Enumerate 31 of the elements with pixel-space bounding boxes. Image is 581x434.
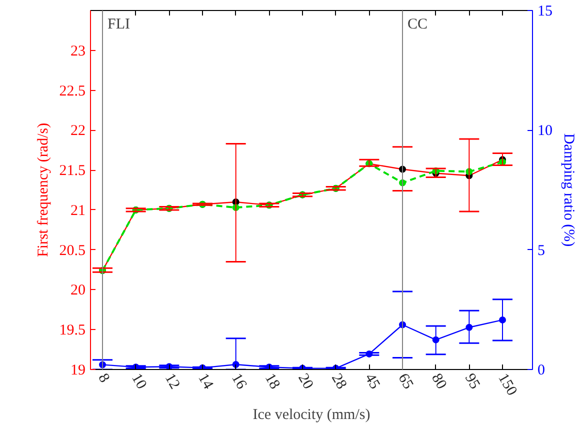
ref-line-label: FLI [108,16,130,32]
x-tick-label: 16 [228,371,250,392]
x-tick-label: 80 [428,371,450,392]
y-tick-label: 20 [70,282,86,299]
y-axis-title: First frequency (rad/s) [35,122,52,258]
y-tick-label: 19 [70,362,86,378]
y-tick-label: 21.5 [59,163,86,180]
x-tick-label: 12 [161,371,183,392]
x-tick-label: 18 [261,371,283,392]
x-tick-label: 150 [494,371,520,398]
y-tick-label: 21 [70,202,86,219]
x-tick-label: 95 [461,371,483,392]
x-tick-label: 28 [328,371,350,392]
x-axis-title: Ice velocity (mm/s) [252,406,370,423]
y2-tick-label: 0 [538,362,545,378]
ref-line-label: CC [408,16,428,32]
y-tick-label: 19.5 [59,322,86,339]
y2-tick-label: 15 [538,4,552,20]
x-tick-label: 45 [361,371,383,392]
y-tick-label: 22.5 [59,83,86,100]
y2-tick-label: 10 [538,123,552,140]
x-tick-label: 65 [394,371,416,392]
x-tick-label: 20 [294,371,316,392]
y2-tick-label: 5 [538,242,545,259]
y-tick-label: 22 [70,123,86,140]
x-tick-label: 10 [128,371,150,392]
y-tick-label: 20.5 [59,242,86,259]
x-tick-label: 8 [94,371,112,386]
x-tick-label: 14 [194,371,216,392]
y2-axis-title: Damping ratio (%) [560,133,576,247]
y-tick-label: 23 [70,43,86,60]
